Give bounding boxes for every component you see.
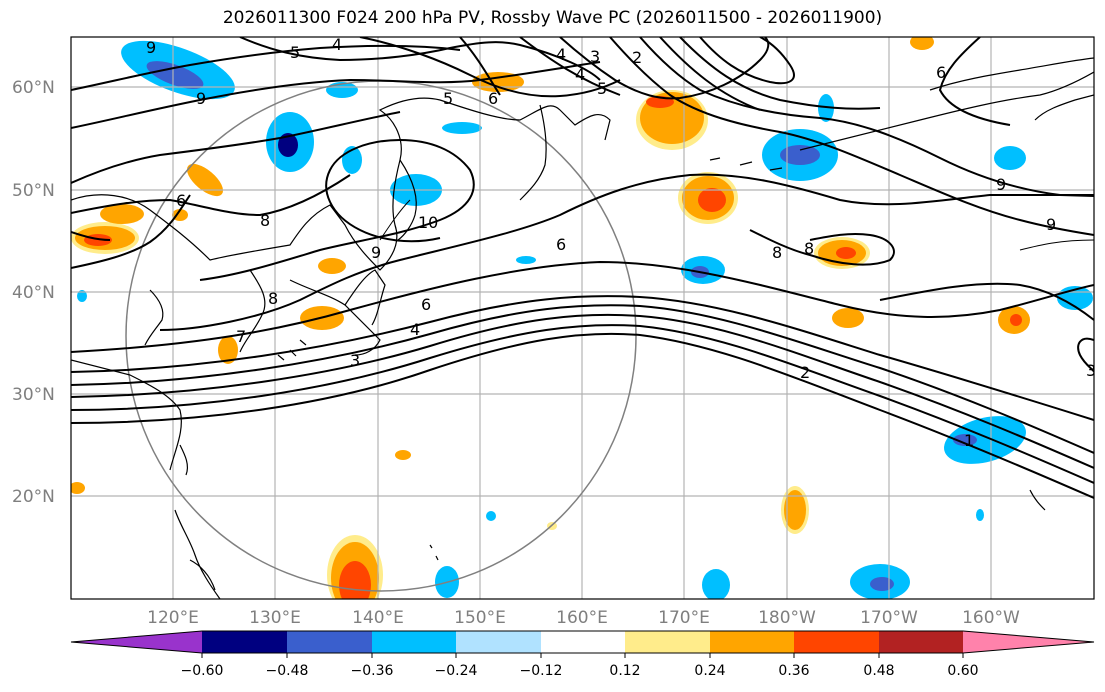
colorbar-segment: [625, 631, 710, 653]
colorbar-segment: [202, 631, 287, 653]
lon-label: 160°E: [556, 608, 608, 628]
contour-label: 5: [443, 89, 453, 108]
colorbar-segment: [541, 631, 625, 653]
contour-label: 7: [236, 327, 246, 346]
colorbar-segment: [710, 631, 794, 653]
contour-label: 2: [800, 363, 810, 382]
lat-label: 60°N: [12, 78, 55, 98]
colorbar-tick: 0.12: [609, 663, 640, 679]
lat-label: 50°N: [12, 181, 55, 201]
contour-label: 8: [260, 211, 270, 230]
colorbar-tick: −0.48: [266, 663, 309, 679]
lon-label: 140°E: [352, 608, 404, 628]
colorbar-tick: −0.60: [181, 663, 224, 679]
contour-label: 2: [632, 48, 642, 67]
contour-label: 4: [575, 65, 585, 84]
colorbar-tick: −0.12: [520, 663, 563, 679]
coastlines: [71, 57, 1094, 599]
lon-label: 170°E: [658, 608, 710, 628]
contour-label: 6: [176, 191, 186, 210]
contour-label: 3: [590, 47, 600, 66]
colorbar-segment: [372, 631, 456, 653]
contour-label: 4: [556, 45, 566, 64]
lon-label: 160°W: [962, 608, 1020, 628]
contour-label: 5: [290, 43, 300, 62]
gridlines: [71, 37, 1094, 599]
pv-contours: [71, 37, 1094, 499]
contour-label: 6: [936, 63, 946, 82]
contour-label: 4: [410, 320, 420, 339]
contour-label: 6: [488, 89, 498, 108]
contour-label: 6: [556, 235, 566, 254]
lon-label: 180°W: [758, 608, 816, 628]
contour-label: 3: [1086, 361, 1096, 380]
contour-label: 9: [1046, 215, 1056, 234]
plot-title: 2026011300 F024 200 hPa PV, Rossby Wave …: [222, 8, 883, 28]
contour-label: 10: [418, 213, 438, 232]
lat-label: 20°N: [12, 487, 55, 507]
lon-label: 170°W: [860, 608, 918, 628]
contour-label: 5: [597, 79, 607, 98]
contour-label: 1: [964, 431, 974, 450]
longitude-labels: 120°E 130°E 140°E 150°E 160°E 170°E 180°…: [147, 608, 1020, 628]
colorbar-segment: [794, 631, 879, 653]
colorbar-tick: 0.36: [778, 663, 809, 679]
contour-label: 9: [146, 38, 156, 57]
colorbar-tick: 0.60: [947, 663, 978, 679]
contour-label: 4: [332, 35, 342, 54]
contour-label: 8: [804, 239, 814, 258]
contour-label: 9: [996, 175, 1006, 194]
lat-label: 40°N: [12, 283, 55, 303]
colorbar-segment: [963, 631, 1094, 653]
colorbar-tick: 0.48: [863, 663, 894, 679]
lon-label: 130°E: [249, 608, 301, 628]
pv-contours-thin: [379, 199, 1094, 251]
contour-label: 9: [371, 243, 381, 262]
map-frame: [70, 36, 1095, 600]
colorbar-segment: [456, 631, 541, 653]
contour-label: 8: [268, 289, 278, 308]
colorbar-segment: [287, 631, 372, 653]
lon-label: 150°E: [454, 608, 506, 628]
colorbar-tick: −0.24: [435, 663, 478, 679]
contour-label: 6: [421, 295, 431, 314]
lat-label: 30°N: [12, 385, 55, 405]
contour-label: 8: [772, 243, 782, 262]
contour-labels: 9 4 5 4 3 2 5 6 4 5 6 9 9 9 6 8 10 9 6 8…: [146, 35, 1096, 450]
lon-label: 120°E: [147, 608, 199, 628]
contour-label: 9: [196, 89, 206, 108]
colorbar-segment: [71, 631, 202, 653]
contour-label: 3: [350, 351, 360, 370]
latitude-labels: 60°N 50°N 40°N 30°N 20°N: [12, 78, 55, 507]
colorbar-segment: [879, 631, 963, 653]
colorbar-tick: 0.24: [694, 663, 725, 679]
colorbar: −0.60 −0.48 −0.36 −0.24 −0.12 0.12 0.24 …: [70, 630, 1095, 679]
colorbar-tick: −0.36: [351, 663, 394, 679]
